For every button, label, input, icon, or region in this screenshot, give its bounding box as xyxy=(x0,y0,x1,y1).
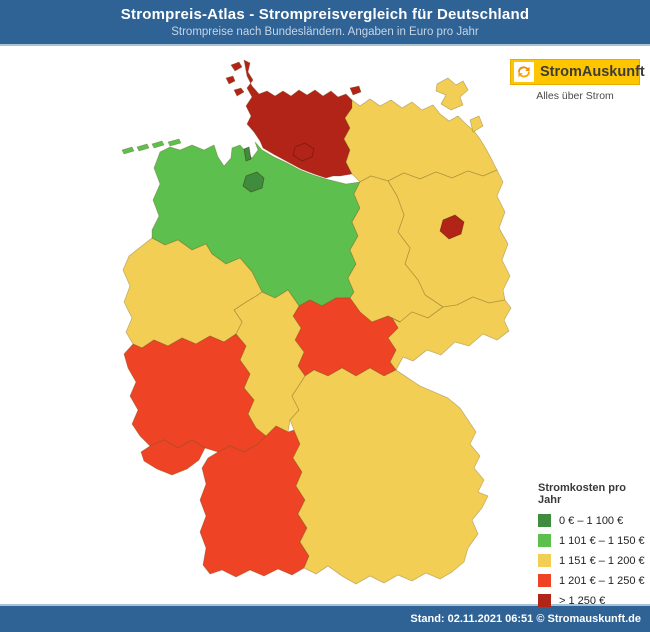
page-subtitle: Strompreise nach Bundesländern. Angaben … xyxy=(171,26,479,38)
legend-items: 0 € – 1 100 € 1 101 € – 1 150 € 1 151 € – … xyxy=(538,514,650,607)
footer-status-text: Stand: 02.11.2021 06:51 © Stromauskunft.… xyxy=(410,613,641,625)
legend-color-swatch xyxy=(538,514,551,527)
state-saarland[interactable]: Saarland xyxy=(140,439,206,476)
legend-color-swatch xyxy=(538,574,551,587)
legend-color-swatch xyxy=(538,534,551,547)
legend-label: 1 101 € – 1 150 € xyxy=(559,534,645,547)
legend-item: 1 201 € – 1 250 € xyxy=(538,574,650,587)
legend-color-swatch xyxy=(538,554,551,567)
state-bayern[interactable]: Bayern xyxy=(289,367,489,585)
state-berlin[interactable]: Berlin xyxy=(439,214,465,240)
page-title: Strompreis-Atlas - Strompreisvergleich f… xyxy=(120,6,530,23)
state-bremen[interactable]: Bremen xyxy=(242,146,265,193)
state-mecklenburg-vorpommern[interactable]: Mecklenburg-Vorpommern xyxy=(343,77,498,183)
legend-label: 0 € – 1 100 € xyxy=(559,514,624,527)
legend-item: > 1 250 € xyxy=(538,594,650,607)
legend-label: > 1 250 € xyxy=(559,594,606,607)
legend-label: 1 151 € – 1 200 € xyxy=(559,554,645,567)
header-bar: Strompreis-Atlas - Strompreisvergleich f… xyxy=(0,0,650,46)
logo-tagline: Alles über Strom xyxy=(536,90,614,102)
state-schleswig-holstein[interactable]: Schleswig-Holstein xyxy=(225,59,362,179)
legend-item: 0 € – 1 100 € xyxy=(538,514,650,527)
legend: Stromkosten pro Jahr 0 € – 1 100 € 1 101 … xyxy=(538,482,650,614)
legend-item: 1 151 € – 1 200 € xyxy=(538,554,650,567)
legend-color-swatch xyxy=(538,594,551,607)
legend-item: 1 101 € – 1 150 € xyxy=(538,534,650,547)
state-hamburg[interactable]: Hamburg xyxy=(292,142,315,162)
legend-label: 1 201 € – 1 250 € xyxy=(559,574,645,587)
legend-title: Stromkosten pro Jahr xyxy=(538,482,627,506)
logo-brand-name: StromAuskunft xyxy=(540,64,645,80)
state-sachsen[interactable]: Sachsen xyxy=(387,296,512,371)
footer-bar: Stand: 02.11.2021 06:51 © Stromauskunft.… xyxy=(0,604,650,632)
stromauskunft-logo[interactable]: StromAuskunft xyxy=(510,59,645,85)
swirl-icon xyxy=(514,62,534,82)
